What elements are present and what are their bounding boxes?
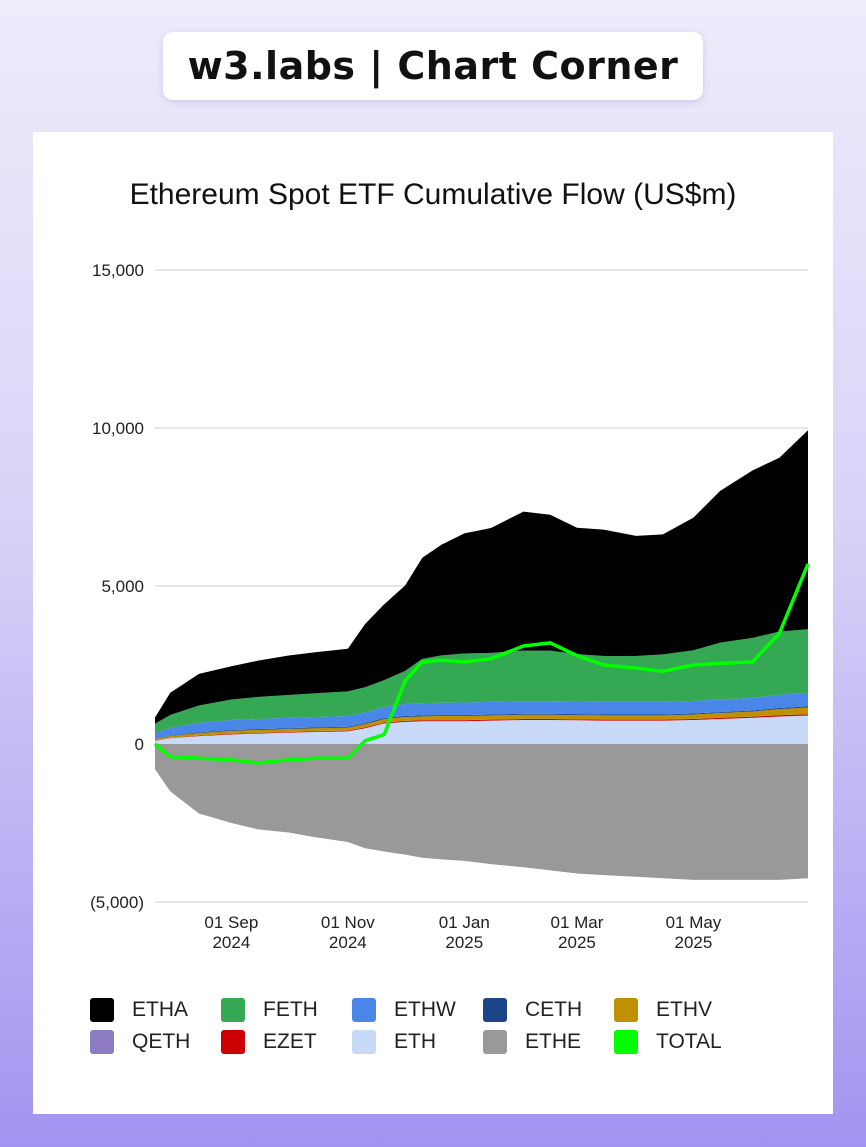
legend-row: ETHA FETH ETHW CETH ETHV [90,994,790,1026]
brand-header: w3.labs | Chart Corner [163,32,703,100]
series-line-TOTAL [153,563,810,765]
x-tick-label: 01 Nov [321,913,375,932]
x-tick-label: 01 Sep [204,913,258,932]
chart-title: Ethereum Spot ETF Cumulative Flow (US$m) [129,178,737,211]
x-tick-label-year: 2025 [675,933,713,952]
legend-label: ETHE [525,1030,582,1053]
legend-label: TOTAL [656,1030,722,1053]
y-tick-label: 0 [135,735,144,754]
y-tick-label: 10,000 [92,419,144,438]
y-tick-label: (5,000) [90,893,144,912]
legend-swatch [614,998,638,1022]
series-area-ETHE [155,744,808,880]
x-tick-label: 01 Jan [439,913,490,932]
legend-item-ETHA: ETHA [90,998,221,1022]
x-tick-label-year: 2024 [212,933,250,952]
legend-label: QETH [132,1030,191,1053]
legend-swatch [221,998,245,1022]
legend-swatch [352,1030,376,1054]
series-area-ETH [155,715,808,744]
legend-swatch [221,1030,245,1054]
legend-row: QETH EZET ETH ETHE TOTAL [90,1026,790,1058]
legend-item-QETH: QETH [90,1030,221,1054]
legend-swatch [483,998,507,1022]
x-tick-label-year: 2025 [445,933,483,952]
series-area-ETHW [155,692,808,739]
series-area-FETH [155,629,808,734]
legend-item-CETH: CETH [483,998,614,1022]
series-area-CETH [155,706,808,740]
legend-label: ETHV [656,998,713,1021]
legend-item-ETHW: ETHW [352,998,483,1022]
legend-item-ETHV: ETHV [614,998,745,1022]
legend-item-EZET: EZET [221,1030,352,1054]
x-tick-label-year: 2024 [329,933,367,952]
legend-swatch [614,1030,638,1054]
x-tick-label-year: 2025 [558,933,596,952]
legend-label: ETHA [132,998,189,1021]
legend-swatch [90,998,114,1022]
legend-swatch [352,998,376,1022]
legend-swatch [483,1030,507,1054]
legend-label: ETHW [394,998,456,1021]
legend-label: CETH [525,998,583,1021]
y-tick-label: 15,000 [92,261,144,280]
x-tick-label: 01 Mar [551,913,604,932]
legend-item-TOTAL: TOTAL [614,1030,745,1054]
legend-item-FETH: FETH [221,998,352,1022]
x-tick-label: 01 May [666,913,722,932]
series-area-ETHV [155,707,808,741]
chart-legend: ETHA FETH ETHW CETH ETHV QETH EZET ETH ETHE TOTAL [90,994,790,1058]
legend-item-ETH: ETH [352,1030,483,1054]
legend-item-ETHE: ETHE [483,1030,614,1054]
series-area-ETHA [155,430,808,724]
legend-label: ETH [394,1030,436,1053]
y-tick-label: 5,000 [101,577,144,596]
legend-label: FETH [263,998,318,1021]
legend-swatch [90,1030,114,1054]
legend-label: EZET [263,1030,317,1053]
